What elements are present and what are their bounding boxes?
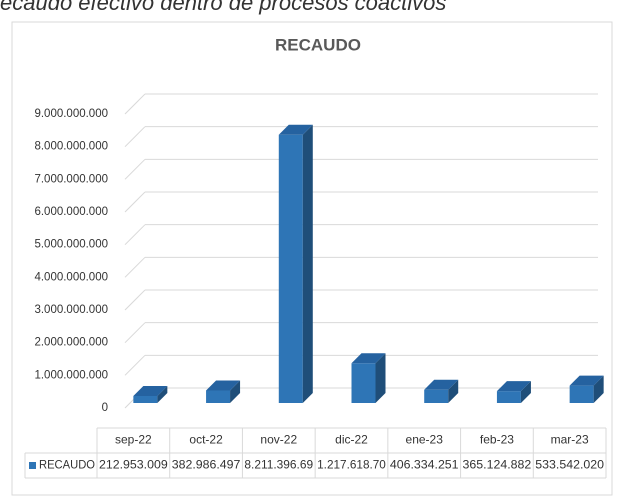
table-value: 533.542.020 — [535, 458, 604, 472]
x-tick-label: feb-23 — [480, 433, 514, 447]
bar-front — [496, 391, 521, 403]
grid-line — [124, 224, 146, 246]
bar-front — [569, 385, 594, 403]
bar-top — [206, 380, 241, 391]
x-tick-label: sep-22 — [115, 433, 152, 447]
table-value: 1.217.618.70 — [317, 458, 386, 472]
y-tick-label: 0 — [102, 402, 108, 414]
bar-top — [569, 375, 604, 386]
y-tick-label: 2.000.000.000 — [34, 337, 108, 349]
grid-line — [124, 354, 146, 376]
grid-line — [124, 322, 146, 344]
y-tick-label: 9.000.000.000 — [34, 108, 108, 120]
bar — [569, 375, 604, 403]
bar — [496, 381, 531, 403]
legend-key — [29, 462, 36, 469]
bar-top — [133, 386, 168, 397]
y-tick-label: 6.000.000.000 — [34, 206, 108, 218]
grid-line — [124, 289, 146, 311]
bar-top — [278, 124, 313, 135]
x-tick-label: nov-22 — [260, 433, 297, 447]
grid-line — [124, 93, 146, 115]
bar-top — [424, 379, 459, 390]
y-tick-label: 7.000.000.000 — [34, 173, 108, 185]
y-tick-label: 5.000.000.000 — [34, 239, 108, 251]
bar — [133, 386, 168, 403]
bar-side — [375, 353, 386, 403]
table-value: 382.986.497 — [172, 458, 241, 472]
y-tick-label: 1.000.000.000 — [34, 369, 108, 381]
x-tick-label: dic-22 — [335, 433, 368, 447]
bar — [206, 380, 241, 403]
y-tick-label: 4.000.000.000 — [34, 271, 108, 283]
table-value: 406.334.251 — [390, 458, 459, 472]
grid-line — [124, 256, 146, 278]
grid-line — [124, 158, 146, 180]
bar-front — [278, 134, 303, 403]
bar-side — [520, 381, 531, 403]
bar — [351, 353, 386, 403]
bar-top — [351, 353, 386, 364]
y-tick-label: 3.000.000.000 — [34, 304, 108, 316]
table-value: 8.211.396.69 — [244, 458, 313, 472]
bar-side — [230, 380, 241, 403]
x-tick-label: ene-23 — [406, 433, 444, 447]
grid-line — [124, 126, 146, 148]
table-value: 212.953.009 — [99, 458, 168, 472]
bar-front — [133, 396, 158, 403]
grid-line — [124, 191, 146, 213]
bar-top — [496, 381, 531, 392]
bar — [424, 379, 459, 403]
bar-side — [593, 375, 604, 403]
bar-front — [206, 390, 231, 403]
x-tick-label: mar-23 — [551, 433, 589, 447]
bar-front — [351, 363, 376, 403]
table-value: 365.124.882 — [463, 458, 532, 472]
bar — [278, 124, 313, 403]
x-tick-label: oct-22 — [189, 433, 223, 447]
y-tick-label: 8.000.000.000 — [34, 141, 108, 153]
caption: ecaudo efectivo dentro de procesos coact… — [0, 0, 446, 15]
bar-side — [302, 124, 313, 403]
chart-title: RECAUDO — [275, 35, 361, 54]
bar-front — [424, 389, 449, 403]
bar-side — [448, 379, 459, 403]
bar-side — [157, 386, 168, 403]
legend-label: RECAUDO — [39, 458, 95, 472]
